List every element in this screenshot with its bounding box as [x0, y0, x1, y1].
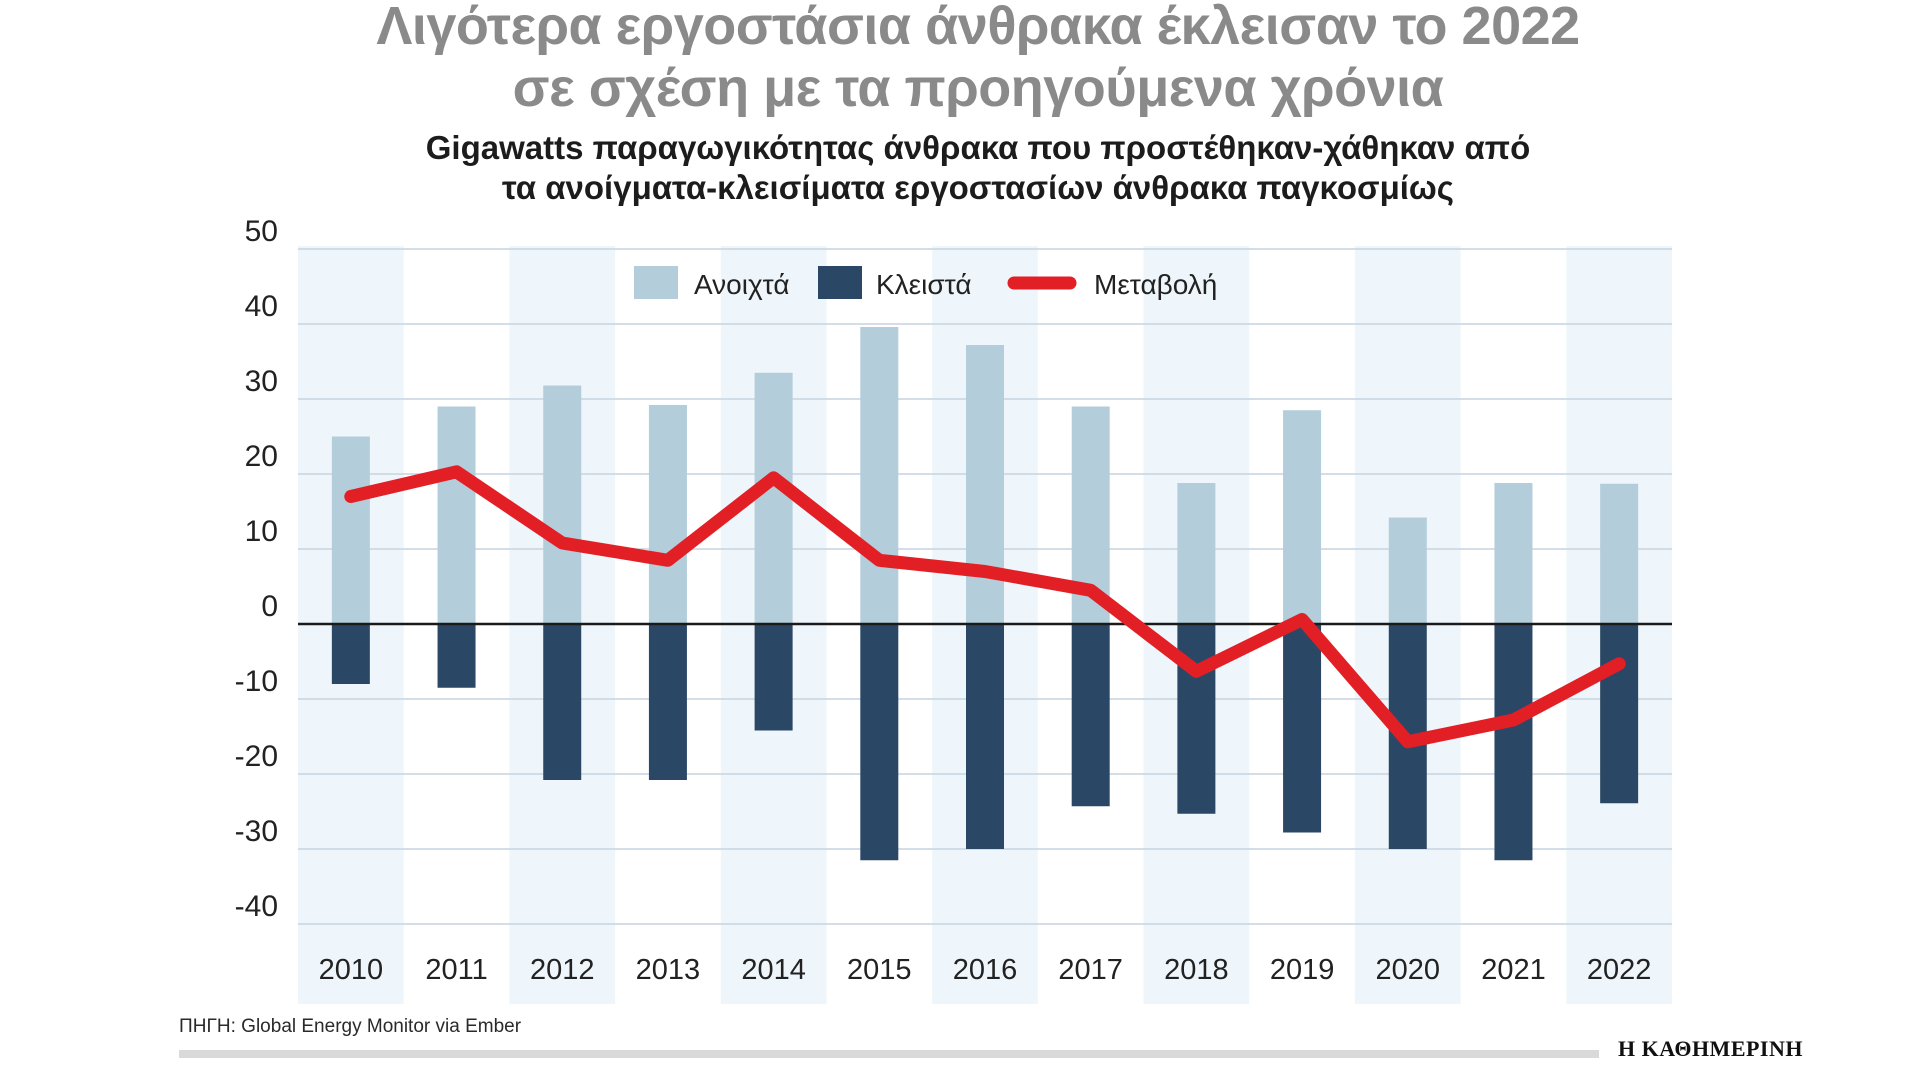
y-tick-label: -20 [235, 740, 278, 773]
y-tick-label: -30 [235, 815, 278, 848]
x-tick-label: 2012 [530, 954, 595, 986]
x-tick-label: 2014 [741, 954, 806, 986]
opened-bar-2012 [543, 385, 582, 624]
x-tick-label: 2021 [1481, 954, 1546, 986]
headline-line-2: σε σχέση με τα προηγούμενα χρόνια [512, 58, 1444, 118]
legend-label-closed: Κλειστά [876, 269, 972, 300]
change-line-series [344, 465, 1626, 749]
subtitle-line-1: Gigawatts παραγωγικότητας άνθρακα που πρ… [425, 129, 1531, 166]
y-tick-label: 0 [261, 590, 278, 623]
opened-bar-2011 [437, 406, 476, 624]
opened-bar-2015 [860, 327, 899, 624]
legend-label-opened: Ανοιχτά [694, 269, 790, 300]
x-tick-label: 2017 [1058, 954, 1123, 986]
closed-bar-2013 [648, 624, 687, 780]
x-axis-ticks: 2010 2011 2012 2013 2014 2015 2016 2017 2018 2019… [319, 954, 1652, 986]
headline-line-1: Λιγότερα εργοστάσια άνθρακα έκλεισαν το … [376, 0, 1580, 56]
y-tick-label: 30 [245, 365, 278, 398]
closed-bar-2021 [1494, 624, 1533, 861]
closed-bar-2017 [1071, 624, 1110, 807]
opened-bar-2016 [966, 345, 1004, 624]
opened-bar-2014 [754, 372, 793, 624]
publisher-logo: Η ΚΑΘΗΜΕΡΙΝΗ [1618, 1036, 1803, 1061]
x-tick-label: 2015 [847, 954, 912, 986]
closed-bar-2016 [966, 624, 1004, 849]
x-tick-label: 2016 [953, 954, 1018, 986]
closed-bar-2015 [860, 624, 899, 861]
legend-label-change: Μεταβολή [1094, 269, 1217, 300]
closed-bar-2014 [754, 624, 793, 731]
x-tick-label: 2013 [636, 954, 701, 986]
y-tick-label: 10 [245, 515, 278, 548]
y-tick-label: -10 [235, 665, 278, 698]
subtitle-line-2: τα ανοίγματα-κλεισίματα εργοστασίων άνθρ… [502, 169, 1454, 206]
closed-bars [331, 624, 1639, 861]
opened-bar-2021 [1494, 483, 1533, 624]
y-tick-label: 40 [245, 290, 278, 323]
x-tick-label: 2010 [319, 954, 384, 986]
opened-bar-2013 [648, 405, 687, 624]
closed-bar-2010 [331, 624, 370, 684]
closed-bar-2011 [437, 624, 476, 688]
closed-bar-2012 [543, 624, 582, 780]
source-rule [179, 1050, 1599, 1058]
closed-bar-2022 [1600, 624, 1639, 804]
opened-bar-2010 [331, 436, 370, 624]
x-tick-label: 2020 [1376, 954, 1441, 986]
source-note: ΠΗΓΗ: Global Energy Monitor via Ember [179, 1016, 522, 1037]
legend-swatch-opened [634, 266, 678, 299]
y-tick-label: 50 [245, 215, 278, 248]
change-line [344, 465, 1626, 749]
opened-bar-2022 [1600, 483, 1639, 624]
x-tick-label: 2011 [425, 954, 487, 986]
legend: Ανοιχτά Κλειστά Μεταβολή [634, 266, 1217, 300]
closed-bar-2018 [1177, 624, 1216, 814]
y-tick-label: 20 [245, 440, 278, 473]
closed-bar-2019 [1283, 624, 1322, 833]
x-tick-label: 2018 [1164, 954, 1229, 986]
x-tick-label: 2022 [1587, 954, 1652, 986]
opened-bars [331, 327, 1639, 624]
x-tick-label: 2019 [1270, 954, 1335, 986]
opened-bar-2019 [1283, 410, 1322, 624]
legend-swatch-closed [818, 266, 862, 299]
opened-bar-2018 [1177, 483, 1216, 624]
y-axis-ticks: 50 40 30 20 10 0 -10 -20 -30 -40 [235, 215, 278, 923]
y-tick-label: -40 [235, 890, 278, 923]
opened-bar-2020 [1388, 517, 1427, 624]
